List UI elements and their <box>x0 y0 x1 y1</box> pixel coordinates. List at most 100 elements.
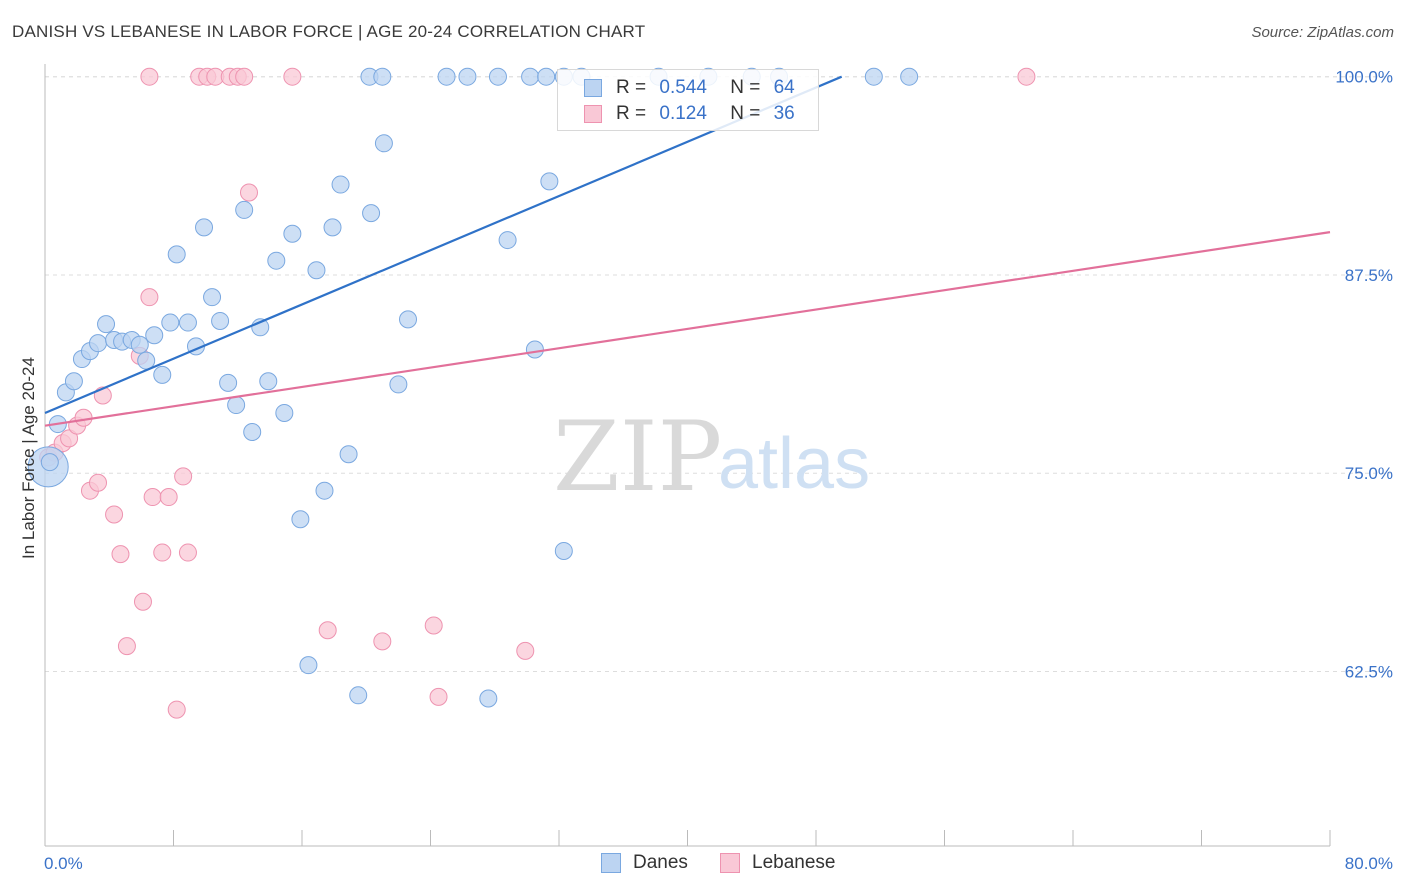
danes-point <box>227 396 246 415</box>
lebanese-point <box>424 616 443 635</box>
lebanese-point <box>235 67 254 86</box>
lebanese-point <box>117 637 136 656</box>
danes-point <box>479 689 498 708</box>
danes-point <box>130 335 149 354</box>
lebanese-point <box>159 488 178 507</box>
data-points <box>27 67 1036 719</box>
lebanese-trend-line <box>44 231 1331 427</box>
danes-point <box>521 67 540 86</box>
lebanese-point <box>105 505 124 524</box>
danes-trend-line <box>44 75 843 414</box>
lebanese-legend-swatch <box>720 853 740 873</box>
lebanese-point <box>133 592 152 611</box>
danes-point <box>291 510 310 529</box>
danes-point <box>399 310 418 329</box>
danes-point <box>339 445 358 464</box>
danes-point <box>331 175 350 194</box>
danes-point <box>373 67 392 86</box>
danes-point <box>89 334 108 353</box>
y-tick-label: 75.0% <box>1345 464 1393 483</box>
danes-point <box>219 373 238 392</box>
lebanese-point <box>60 429 79 448</box>
danes-point <box>64 372 83 391</box>
danes-point <box>864 67 883 86</box>
danes-point <box>540 172 559 191</box>
danes-point <box>315 481 334 500</box>
n-label: N = <box>730 103 761 124</box>
danes-point <box>178 313 197 332</box>
danes-point <box>498 231 517 250</box>
r-value: 0.544 <box>659 77 707 98</box>
danes-point <box>267 251 286 270</box>
danes-point <box>203 288 222 307</box>
danes-point <box>323 218 342 237</box>
gridlines <box>45 76 1392 673</box>
lebanese-point <box>153 543 172 562</box>
watermark-atlas: atlas <box>718 424 870 504</box>
danes-point <box>299 656 318 675</box>
danes-point <box>145 326 164 345</box>
lebanese-point <box>111 545 130 564</box>
danes-point <box>40 453 59 472</box>
y-tick-label: 87.5% <box>1345 266 1393 285</box>
danes-point <box>97 315 116 334</box>
danes-point <box>437 67 456 86</box>
y-axis-label: In Labor Force | Age 20-24 <box>19 357 38 559</box>
danes-point <box>389 375 408 394</box>
r-label: R = <box>616 77 647 98</box>
lebanese-point <box>143 488 162 507</box>
trend-lines <box>44 75 1331 427</box>
danes-legend-label: Danes <box>633 852 688 873</box>
r-label: R = <box>616 103 647 124</box>
stats-legend: R = 0.544 N = 64 R = 0.124 N = 36 <box>557 69 819 131</box>
n-value: 36 <box>773 103 795 124</box>
danes-point <box>458 67 477 86</box>
n-label: N = <box>730 77 761 98</box>
lebanese-point <box>318 621 337 640</box>
danes-point <box>275 403 294 422</box>
watermark-zip: ZIP <box>553 401 722 513</box>
lebanese-point <box>516 641 535 660</box>
y-tick-label: 62.5% <box>1345 663 1393 682</box>
lebanese-point <box>283 67 302 86</box>
danes-point <box>349 686 368 705</box>
lebanese-point <box>174 467 193 486</box>
lebanese-point <box>167 700 186 719</box>
danes-swatch <box>584 79 602 97</box>
lebanese-point <box>178 543 197 562</box>
danes-point <box>167 245 186 264</box>
lebanese-swatch <box>584 105 602 123</box>
danes-point <box>259 372 278 391</box>
source-credit: Source: ZipAtlas.com <box>1251 24 1394 41</box>
lebanese-legend-label: Lebanese <box>752 852 836 873</box>
x-tick-label: 0.0% <box>44 854 83 873</box>
danes-point <box>211 311 230 330</box>
danes-point <box>153 365 172 384</box>
lebanese-point <box>74 408 93 427</box>
n-value: 64 <box>773 77 795 98</box>
danes-point <box>374 134 393 153</box>
lebanese-point <box>140 67 159 86</box>
lebanese-point <box>373 632 392 651</box>
x-tick-label: 80.0% <box>1345 854 1393 873</box>
lebanese-point <box>140 288 159 307</box>
danes-point <box>235 200 254 219</box>
chart-title: DANISH VS LEBANESE IN LABOR FORCE | AGE … <box>12 22 646 41</box>
danes-point <box>537 67 556 86</box>
tick-labels: 62.5% 75.0% 87.5% 100.0% 0.0% 80.0% <box>44 68 1393 873</box>
danes-point <box>554 541 573 560</box>
danes-point <box>161 313 180 332</box>
lebanese-point <box>429 687 448 706</box>
lebanese-point <box>89 473 108 492</box>
y-tick-label: 100.0% <box>1335 68 1393 87</box>
danes-point <box>195 218 214 237</box>
danes-point <box>307 261 326 280</box>
danes-legend-swatch <box>601 853 621 873</box>
r-value: 0.124 <box>659 103 707 124</box>
danes-point <box>525 340 544 359</box>
danes-point <box>283 224 302 243</box>
danes-point <box>243 423 262 441</box>
danes-point <box>900 67 919 86</box>
danes-point <box>362 204 381 223</box>
